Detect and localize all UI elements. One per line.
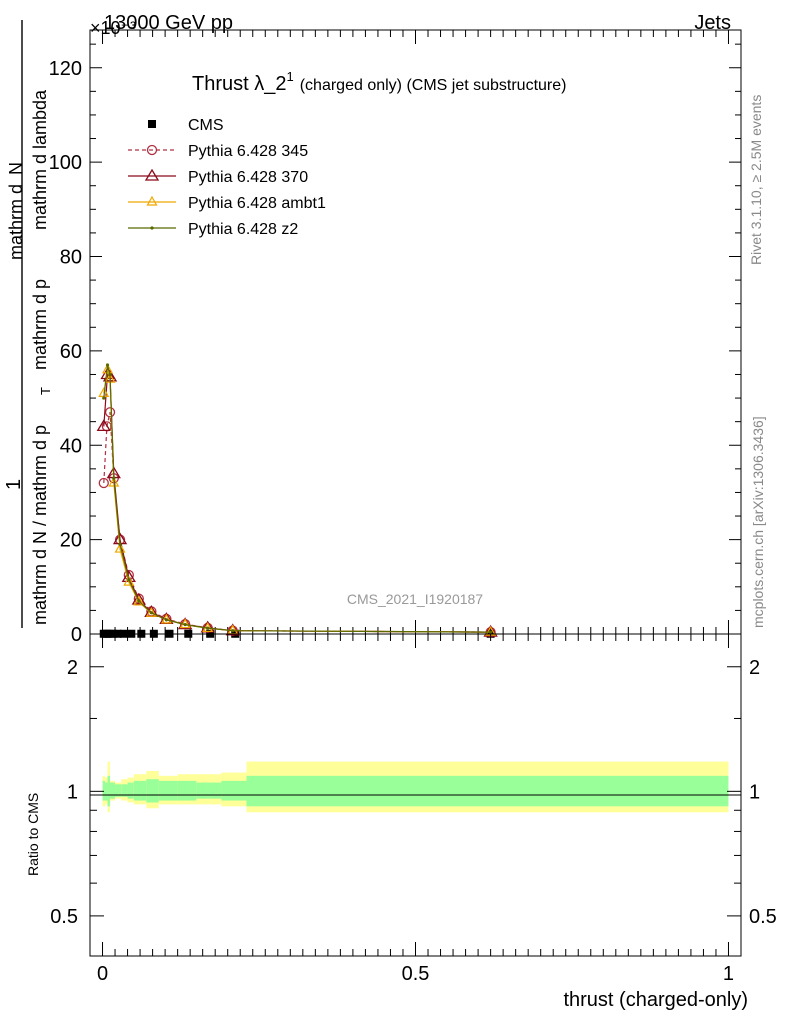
x-axis-label: thrust (charged-only) (563, 989, 748, 1011)
chart-title-main: Thrust λ_2 (192, 73, 286, 95)
ratio-y-tick-label-right: 1 (749, 781, 760, 803)
legend-label: CMS (188, 117, 224, 134)
ratio-y-tick-label: 1 (67, 781, 78, 803)
rivet-label: Rivet 3.1.10, ≥ 2.5M events (748, 95, 764, 265)
ratio-y-tick-label: 0.5 (50, 906, 78, 928)
y-label-den-b: mathrm d p (30, 279, 50, 370)
main-y-axis: 0 20 40 60 80 100 120 (49, 43, 741, 646)
data-point (231, 629, 235, 633)
data-point (96, 419, 111, 432)
ratio-y-label: Ratio to CMS (25, 793, 41, 876)
data-point (148, 120, 156, 128)
data-point (150, 226, 154, 230)
series-4 (102, 363, 493, 634)
data-point (149, 611, 153, 615)
y-label-den-sub-a: T (38, 387, 53, 395)
exponent-label: ×10⁻³ (90, 18, 136, 38)
data-point (131, 592, 146, 605)
data-point (108, 476, 120, 487)
y-label-num-a: mathrm d (6, 184, 26, 260)
y-tick-label: 80 (60, 247, 82, 269)
y-tick-label: 0 (71, 624, 82, 646)
ratio-stat-band (146, 779, 159, 803)
y-label-den-c: mathrm d lambda (30, 89, 50, 230)
ratio-stat-band (177, 780, 197, 801)
legend-label: Pythia 6.428 345 (188, 143, 308, 160)
legend-entry: Pythia 6.428 ambt1 (128, 195, 326, 212)
data-point (489, 630, 493, 634)
ratio-x-axis: 0 0.5 1 (97, 634, 734, 985)
legend-entry: Pythia 6.428 370 (128, 168, 308, 186)
data-point (102, 396, 106, 400)
data-point (98, 477, 109, 489)
data-point (123, 575, 135, 586)
chart-title-sup: 1 (286, 69, 293, 84)
legend-label: Pythia 6.428 370 (188, 169, 308, 186)
ratio-y-tick-label-right: 0.5 (749, 906, 777, 928)
ratio-stat-band (121, 784, 128, 797)
data-point (145, 607, 157, 617)
legend-label: Pythia 6.428 z2 (188, 221, 298, 238)
data-point (104, 407, 116, 418)
x-tick-label: 0 (97, 963, 108, 985)
chart-title: Thrust λ_21 (charged only) (CMS jet subst… (192, 69, 566, 95)
data-point (105, 363, 110, 367)
energy-label: 13000 GeV pp (104, 12, 233, 34)
ratio-y-tick-label: 2 (67, 657, 78, 679)
ratio-bands-layer (102, 761, 729, 813)
category-label: Jets (694, 12, 731, 34)
mcplots-label: mcplots.cern.ch [arXiv:1306.3436] (750, 416, 766, 628)
legend: CMS Pythia 6.428 345 Pythia 6.428 370 Pythi… (128, 117, 326, 238)
ratio-stat-band (110, 782, 116, 799)
analysis-watermark: CMS_2021_I1920187 (347, 591, 483, 607)
data-point (127, 578, 131, 582)
data-point (146, 195, 158, 206)
data-point (114, 542, 126, 553)
data-point (133, 595, 145, 606)
main-x-axis (102, 30, 729, 634)
legend-entry: Pythia 6.428 345 (128, 143, 308, 160)
data-point (206, 626, 210, 630)
legend-entry: Pythia 6.428 z2 (128, 221, 298, 238)
ratio-stat-band (196, 782, 222, 799)
y-label-numerator: 1 (3, 479, 25, 490)
data-point (102, 363, 114, 374)
ratio-stat-band (102, 780, 106, 801)
data-point (183, 622, 187, 627)
main-y-label: 1 mathrm d N / mathrm d p T mathrm d p m… (3, 20, 53, 628)
ratio-stat-band (221, 780, 247, 801)
ratio-stat-band (246, 775, 729, 807)
y-label-den-a: mathrm d N / mathrm d p (30, 425, 50, 625)
data-point (118, 542, 122, 546)
legend-entry: CMS (148, 117, 224, 134)
y-label-num-b: N (6, 162, 26, 175)
y-tick-label: 40 (60, 435, 82, 457)
ratio-stat-band (105, 782, 108, 801)
data-point (164, 618, 168, 622)
data-point (146, 144, 158, 156)
ratio-stat-band (127, 782, 134, 799)
data-point (225, 623, 240, 636)
data-point (137, 599, 141, 603)
y-tick-label: 120 (49, 58, 82, 80)
y-tick-label: 100 (49, 152, 82, 174)
data-point (144, 168, 160, 181)
x-tick-label: 1 (723, 963, 734, 985)
ratio-y-tick-label-right: 2 (749, 657, 760, 679)
y-tick-label: 20 (60, 530, 82, 552)
legend-label: Pythia 6.428 ambt1 (188, 195, 326, 212)
ratio-stat-band (107, 775, 111, 807)
ratio-stat-band (133, 780, 147, 801)
ratio-y-axis: 0.5 0.5 1 1 2 2 (50, 657, 777, 928)
y-tick-label: 60 (60, 341, 82, 363)
data-point (112, 476, 116, 480)
x-tick-label: 0.5 (402, 963, 430, 985)
ratio-stat-band (158, 780, 178, 801)
data-point (108, 372, 112, 377)
chart-title-suffix: (charged only) (CMS jet substructure) (300, 77, 567, 94)
ratio-stat-band (115, 784, 122, 797)
